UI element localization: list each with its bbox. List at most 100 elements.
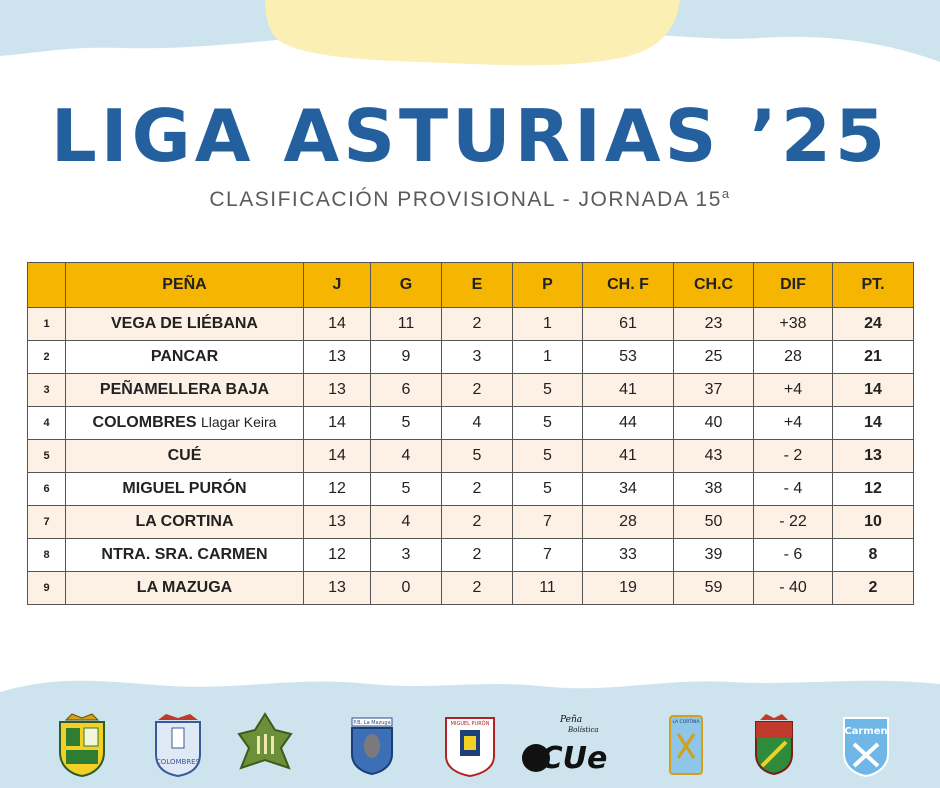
cell-chicos-for: 41 — [582, 373, 674, 407]
cell-lost: 7 — [512, 505, 583, 539]
cell-difference: - 2 — [753, 439, 833, 473]
cell-lost: 1 — [512, 307, 583, 341]
la-mazuga-crest-text: P.B. La Mazuga — [353, 720, 390, 726]
col-header-pts: PT. — [832, 262, 914, 308]
cue-logo-icon: Peña Bolística CUe — [522, 715, 608, 776]
la-cortina-crest-icon: LA CORTINA — [669, 715, 703, 775]
cell-played: 13 — [303, 505, 371, 539]
cue-logo-main-text: CUe — [541, 741, 608, 776]
team-name: CUÉ — [167, 447, 202, 464]
cue-logo-mid-text: Bolística — [567, 726, 599, 734]
cell-team: NTRA. SRA. CARMEN — [65, 538, 304, 572]
cell-lost: 5 — [512, 406, 583, 440]
table-row: 4 COLOMBRES Llagar Keira 14 5 4 5 44 40 +4 14 — [27, 406, 914, 440]
la-mazuga-crest-icon: P.B. La Mazuga — [351, 717, 393, 776]
cell-won: 0 — [370, 571, 442, 605]
team-name: PANCAR — [150, 348, 219, 365]
cell-position: 2 — [27, 340, 66, 374]
cell-played: 14 — [303, 439, 371, 473]
cell-chicos-for: 61 — [582, 307, 674, 341]
cell-points: 14 — [832, 406, 914, 440]
cell-drawn: 3 — [441, 340, 513, 374]
cell-drawn: 2 — [441, 571, 513, 605]
team-name: PEÑAMELLERA BAJA — [99, 381, 270, 398]
top-decoration — [0, 0, 940, 66]
cell-drawn: 2 — [441, 538, 513, 572]
cell-points: 24 — [832, 307, 914, 341]
table-row: 6 MIGUEL PURÓN 12 5 2 5 34 38- 4 12 — [27, 472, 914, 506]
cell-chicos-for: 44 — [582, 406, 674, 440]
team-sponsor: Llagar Keira — [200, 414, 277, 430]
cell-drawn: 2 — [441, 472, 513, 506]
cell-chicos-against: 40 — [673, 406, 754, 440]
cell-difference: - 6 — [753, 538, 833, 572]
col-header-g: G — [370, 262, 442, 308]
cell-difference: - 40 — [753, 571, 833, 605]
cell-drawn: 4 — [441, 406, 513, 440]
cell-chicos-against: 25 — [673, 340, 754, 374]
cell-points: 21 — [832, 340, 914, 374]
cell-position: 9 — [27, 571, 66, 605]
cell-difference: +4 — [753, 373, 833, 407]
col-header-team: PEÑA — [65, 262, 304, 308]
cell-won: 5 — [370, 406, 442, 440]
cell-chicos-against: 23 — [673, 307, 754, 341]
subtitle-text: CLASIFICACIÓN PROVISIONAL - JORNADA 15 — [209, 188, 722, 211]
cell-difference: +38 — [753, 307, 833, 341]
cell-chicos-against: 43 — [673, 439, 754, 473]
leaf-crest-icon — [237, 712, 293, 770]
cell-chicos-for: 19 — [582, 571, 674, 605]
cell-team: MIGUEL PURÓN — [65, 472, 304, 506]
team-name: VEGA DE LIÉBANA — [111, 315, 258, 332]
cell-chicos-for: 34 — [582, 472, 674, 506]
team-name: COLOMBRES — [92, 414, 197, 431]
shield-crest-icon — [59, 713, 105, 778]
cell-chicos-against: 39 — [673, 538, 754, 572]
cell-difference: - 22 — [753, 505, 833, 539]
cell-chicos-against: 59 — [673, 571, 754, 605]
cell-won: 3 — [370, 538, 442, 572]
cell-chicos-against: 37 — [673, 373, 754, 407]
cell-points: 13 — [832, 439, 914, 473]
cell-chicos-against: 38 — [673, 472, 754, 506]
cell-position: 4 — [27, 406, 66, 440]
team-name: LA MAZUGA — [136, 579, 233, 596]
table-row: 3 PEÑAMELLERA BAJA 13 6 2 5 41 37 +4 14 — [27, 373, 914, 407]
cell-played: 13 — [303, 571, 371, 605]
cell-lost: 1 — [512, 340, 583, 374]
colombres-crest-text: COLOMBRES — [156, 758, 201, 766]
cell-played: 14 — [303, 307, 371, 341]
cell-team: PEÑAMELLERA BAJA — [65, 373, 304, 407]
cell-drawn: 2 — [441, 505, 513, 539]
page-title: LIGA ASTURIAS ’25 — [50, 94, 890, 178]
cell-points: 14 — [832, 373, 914, 407]
cell-lost: 5 — [512, 472, 583, 506]
carmen-crest-icon: Carmen — [843, 717, 889, 778]
standings-table: PEÑA J G E P CH. F CH.C DIF PT. 1 VEGA DE… — [27, 262, 914, 605]
cell-chicos-for: 28 — [582, 505, 674, 539]
cell-position: 6 — [27, 472, 66, 506]
cell-chicos-for: 53 — [582, 340, 674, 374]
cell-position: 5 — [27, 439, 66, 473]
cue-logo-top-text: Peña — [559, 715, 582, 725]
team-name: LA CORTINA — [135, 513, 234, 530]
cell-position: 8 — [27, 538, 66, 572]
municipal-crest-icon — [755, 714, 793, 776]
cell-chicos-against: 50 — [673, 505, 754, 539]
colombres-crest-icon: COLOMBRES — [155, 714, 201, 778]
cell-team: VEGA DE LIÉBANA — [65, 307, 304, 341]
cell-lost: 11 — [512, 571, 583, 605]
miguel-puron-crest-icon: MIGUEL PURÓN — [445, 717, 495, 778]
cell-chicos-for: 41 — [582, 439, 674, 473]
cell-played: 13 — [303, 340, 371, 374]
team-name: NTRA. SRA. CARMEN — [101, 546, 268, 563]
col-header-chc: CH.C — [673, 262, 754, 308]
col-header-chf: CH. F — [582, 262, 674, 308]
cell-won: 6 — [370, 373, 442, 407]
table-row: 1 VEGA DE LIÉBANA 14 11 2 1 61 23 +38 24 — [27, 307, 914, 341]
team-name: MIGUEL PURÓN — [122, 480, 247, 497]
cell-drawn: 2 — [441, 373, 513, 407]
cell-points: 10 — [832, 505, 914, 539]
table-row: 9 LA MAZUGA 13 0 2 11 19 59- 40 2 — [27, 571, 914, 605]
cell-team: PANCAR — [65, 340, 304, 374]
